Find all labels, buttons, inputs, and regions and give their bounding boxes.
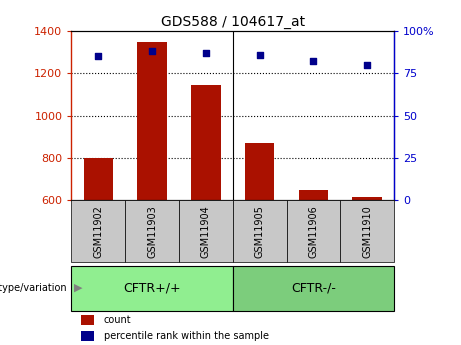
Text: CFTR-/-: CFTR-/- <box>291 282 336 295</box>
Bar <box>245 143 274 200</box>
Bar <box>340 200 394 262</box>
Text: percentile rank within the sample: percentile rank within the sample <box>104 331 269 341</box>
Bar <box>353 197 382 200</box>
Bar <box>125 200 179 262</box>
Text: GSM11910: GSM11910 <box>362 205 372 257</box>
Point <box>95 54 102 59</box>
Bar <box>233 200 287 262</box>
Bar <box>233 266 394 311</box>
Text: ▶: ▶ <box>74 283 82 293</box>
Text: GSM11903: GSM11903 <box>147 205 157 257</box>
Bar <box>81 331 94 341</box>
Text: GSM11902: GSM11902 <box>93 205 103 258</box>
Text: GSM11904: GSM11904 <box>201 205 211 257</box>
Point <box>148 49 156 54</box>
Text: GSM11906: GSM11906 <box>308 205 319 257</box>
Bar <box>299 189 328 200</box>
Point <box>202 50 210 56</box>
Text: CFTR+/+: CFTR+/+ <box>124 282 181 295</box>
Bar <box>71 266 233 311</box>
Title: GDS588 / 104617_at: GDS588 / 104617_at <box>161 14 305 29</box>
Bar <box>287 200 340 262</box>
Text: GSM11905: GSM11905 <box>254 205 265 258</box>
Bar <box>81 315 94 325</box>
Text: genotype/variation: genotype/variation <box>0 283 67 293</box>
Point <box>364 62 371 68</box>
Point <box>256 52 263 58</box>
Point <box>310 59 317 64</box>
Bar <box>137 42 167 200</box>
Bar <box>83 158 113 200</box>
Bar <box>71 200 125 262</box>
Bar <box>179 200 233 262</box>
Bar <box>191 85 221 200</box>
Text: count: count <box>104 315 131 325</box>
